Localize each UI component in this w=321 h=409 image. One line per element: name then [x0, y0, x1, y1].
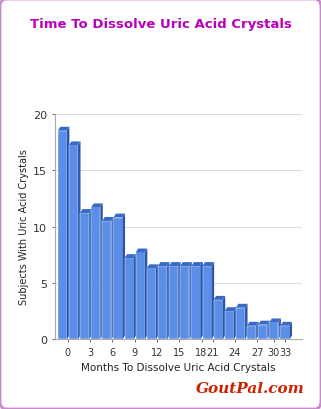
Polygon shape: [78, 142, 81, 339]
Polygon shape: [212, 263, 214, 339]
Bar: [136, 253, 145, 339]
Bar: [125, 258, 134, 339]
Polygon shape: [267, 321, 270, 339]
Polygon shape: [247, 322, 259, 326]
Bar: [180, 266, 189, 339]
Bar: [69, 146, 78, 339]
Polygon shape: [214, 296, 225, 300]
Bar: [80, 213, 89, 339]
Polygon shape: [80, 209, 92, 213]
Bar: [58, 131, 67, 339]
Polygon shape: [113, 214, 125, 218]
Bar: [281, 326, 290, 339]
Polygon shape: [256, 322, 259, 339]
Bar: [247, 326, 256, 339]
Bar: [113, 218, 123, 339]
Polygon shape: [189, 263, 192, 339]
Bar: [214, 300, 223, 339]
Bar: [147, 269, 156, 339]
Bar: [158, 266, 167, 339]
Y-axis label: Subjects With Uric Acid Crystals: Subjects With Uric Acid Crystals: [19, 149, 29, 305]
Polygon shape: [156, 265, 159, 339]
Polygon shape: [169, 263, 181, 266]
Polygon shape: [69, 142, 81, 146]
Polygon shape: [245, 304, 247, 339]
Text: GoutPal.com: GoutPal.com: [196, 381, 305, 395]
Polygon shape: [178, 263, 181, 339]
Polygon shape: [58, 128, 69, 131]
X-axis label: Months To Dissolve Uric Acid Crystals: Months To Dissolve Uric Acid Crystals: [81, 363, 275, 373]
Polygon shape: [258, 321, 270, 325]
Polygon shape: [269, 319, 281, 323]
Polygon shape: [180, 263, 192, 266]
Bar: [203, 266, 212, 339]
Polygon shape: [223, 296, 225, 339]
Bar: [91, 208, 100, 339]
Polygon shape: [145, 249, 147, 339]
Polygon shape: [191, 263, 203, 266]
Bar: [169, 266, 178, 339]
Polygon shape: [89, 209, 92, 339]
Bar: [236, 308, 245, 339]
Polygon shape: [279, 319, 281, 339]
Polygon shape: [201, 263, 203, 339]
Polygon shape: [147, 265, 159, 269]
Bar: [269, 323, 279, 339]
Polygon shape: [125, 254, 136, 258]
Bar: [258, 325, 267, 339]
Polygon shape: [102, 218, 114, 221]
Polygon shape: [281, 322, 292, 326]
Bar: [225, 311, 234, 339]
Polygon shape: [203, 263, 214, 266]
Polygon shape: [134, 254, 136, 339]
Polygon shape: [234, 308, 236, 339]
Bar: [191, 266, 201, 339]
Polygon shape: [123, 214, 125, 339]
Polygon shape: [225, 308, 236, 311]
Text: Time To Dissolve Uric Acid Crystals: Time To Dissolve Uric Acid Crystals: [30, 18, 291, 31]
Bar: [102, 221, 111, 339]
Polygon shape: [100, 204, 103, 339]
Polygon shape: [158, 263, 169, 266]
Polygon shape: [111, 218, 114, 339]
Polygon shape: [290, 322, 292, 339]
Polygon shape: [136, 249, 147, 253]
Polygon shape: [67, 128, 69, 339]
Polygon shape: [91, 204, 103, 208]
Polygon shape: [167, 263, 169, 339]
Polygon shape: [236, 304, 247, 308]
